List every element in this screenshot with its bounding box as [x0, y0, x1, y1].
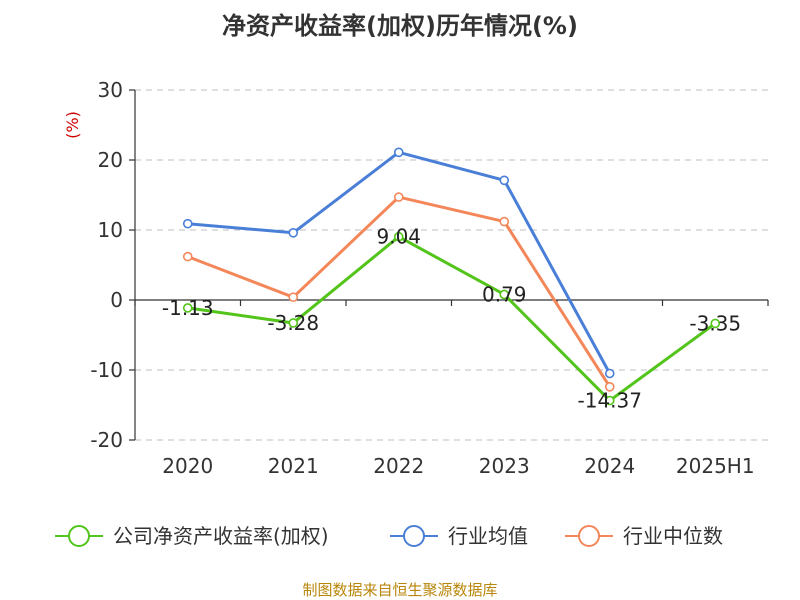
x-tick-label: 2023 — [479, 454, 530, 478]
legend-swatch-marker — [403, 525, 425, 547]
legend-label: 行业均值 — [448, 524, 528, 548]
legend-label: 公司净资产收益率(加权) — [113, 524, 329, 548]
legend-item[interactable]: 行业均值 — [390, 524, 528, 548]
data-label: -3.28 — [267, 311, 319, 335]
legend-item[interactable]: 行业中位数 — [565, 524, 723, 548]
x-tick-label: 2020 — [162, 454, 213, 478]
data-point — [182, 251, 193, 262]
data-point — [288, 228, 299, 238]
data-point — [604, 381, 615, 392]
data-point — [499, 289, 510, 300]
data-point — [288, 292, 299, 303]
data-point — [499, 216, 510, 227]
data-label: -14.37 — [578, 389, 642, 413]
data-point — [499, 175, 510, 186]
series-line — [187, 235, 717, 403]
y-tick-label: 10 — [98, 218, 123, 242]
series-layer — [182, 147, 721, 406]
data-point — [393, 192, 404, 202]
y-tick-label: -10 — [90, 358, 123, 382]
data-label: -3.35 — [689, 311, 741, 335]
legend-swatch-marker — [578, 525, 600, 547]
source-note: 制图数据来自恒生聚源数据库 — [302, 581, 497, 599]
data-point — [604, 368, 615, 379]
x-tick-label: 2024 — [584, 454, 635, 478]
data-label: 0.79 — [482, 282, 527, 306]
data-point — [604, 395, 615, 406]
data-point — [710, 318, 721, 329]
y-axis-unit: (%) — [63, 111, 82, 139]
x-tick-label: 2022 — [373, 454, 424, 478]
y-tick-label: 30 — [98, 78, 123, 102]
series-line — [187, 150, 612, 375]
data-point — [393, 147, 404, 158]
data-labels: -1.13 -3.28 9.04 0.79 -14.37 -3.35 — [162, 225, 741, 413]
data-label: -1.13 — [162, 296, 214, 320]
data-point — [393, 231, 404, 242]
data-point — [288, 318, 299, 328]
y-tick-label: 20 — [98, 148, 123, 172]
axes: 30 20 10 0 -10 -20 2020 2021 2022 2023 2024 2025H1 — [90, 78, 769, 478]
data-point — [182, 303, 193, 313]
legend-label: 行业中位数 — [623, 524, 723, 548]
x-tick-label: 2025H1 — [676, 454, 755, 478]
chart-title: 净资产收益率(加权)历年情况(%) — [222, 12, 578, 40]
y-tick-label: 0 — [110, 288, 123, 312]
legend-swatch-marker — [68, 525, 90, 547]
data-label: 9.04 — [376, 225, 421, 249]
legend-item[interactable]: 公司净资产收益率(加权) — [55, 524, 329, 548]
x-tick-label: 2021 — [268, 454, 319, 478]
data-point — [182, 218, 193, 229]
y-tick-label: -20 — [90, 428, 123, 452]
legend[interactable]: 公司净资产收益率(加权) 行业均值 行业中位数 — [55, 524, 723, 548]
